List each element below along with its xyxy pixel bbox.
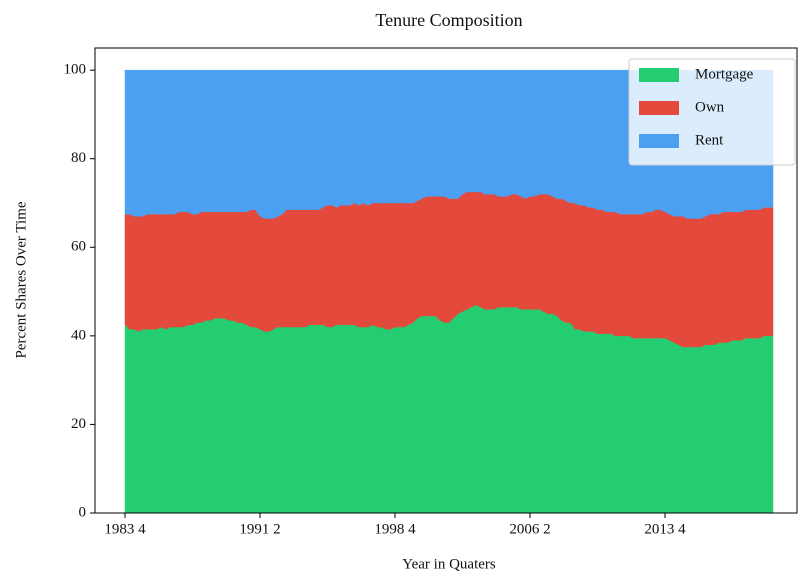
x-tick-label: 1998 4 (374, 521, 416, 537)
y-tick-label: 40 (71, 327, 86, 343)
y-tick-label: 100 (64, 62, 87, 78)
x-tick-label: 1983 4 (104, 521, 146, 537)
x-tick-label: 1991 2 (239, 521, 280, 537)
plot-frame (94, 47, 798, 514)
area (124, 69, 774, 219)
legend-label: Own (695, 99, 725, 115)
chart-title: Tenure Composition (375, 10, 522, 30)
legend-label: Rent (695, 132, 724, 148)
y-axis-label: Percent Shares Over Time (13, 201, 29, 358)
x-tick-label: 2006 2 (509, 521, 550, 537)
y-tick-label: 60 (71, 239, 86, 255)
y-tick-label: 80 (71, 150, 86, 166)
legend-swatch (639, 68, 679, 82)
legend-swatch (639, 101, 679, 115)
x-axis-label: Year in Quaters (402, 556, 496, 572)
x-tick-label: 2013 4 (644, 521, 686, 537)
legend-label: Mortgage (695, 66, 754, 82)
y-tick-label: 0 (79, 504, 87, 520)
y-tick-label: 20 (71, 416, 86, 432)
legend-swatch (639, 134, 679, 148)
